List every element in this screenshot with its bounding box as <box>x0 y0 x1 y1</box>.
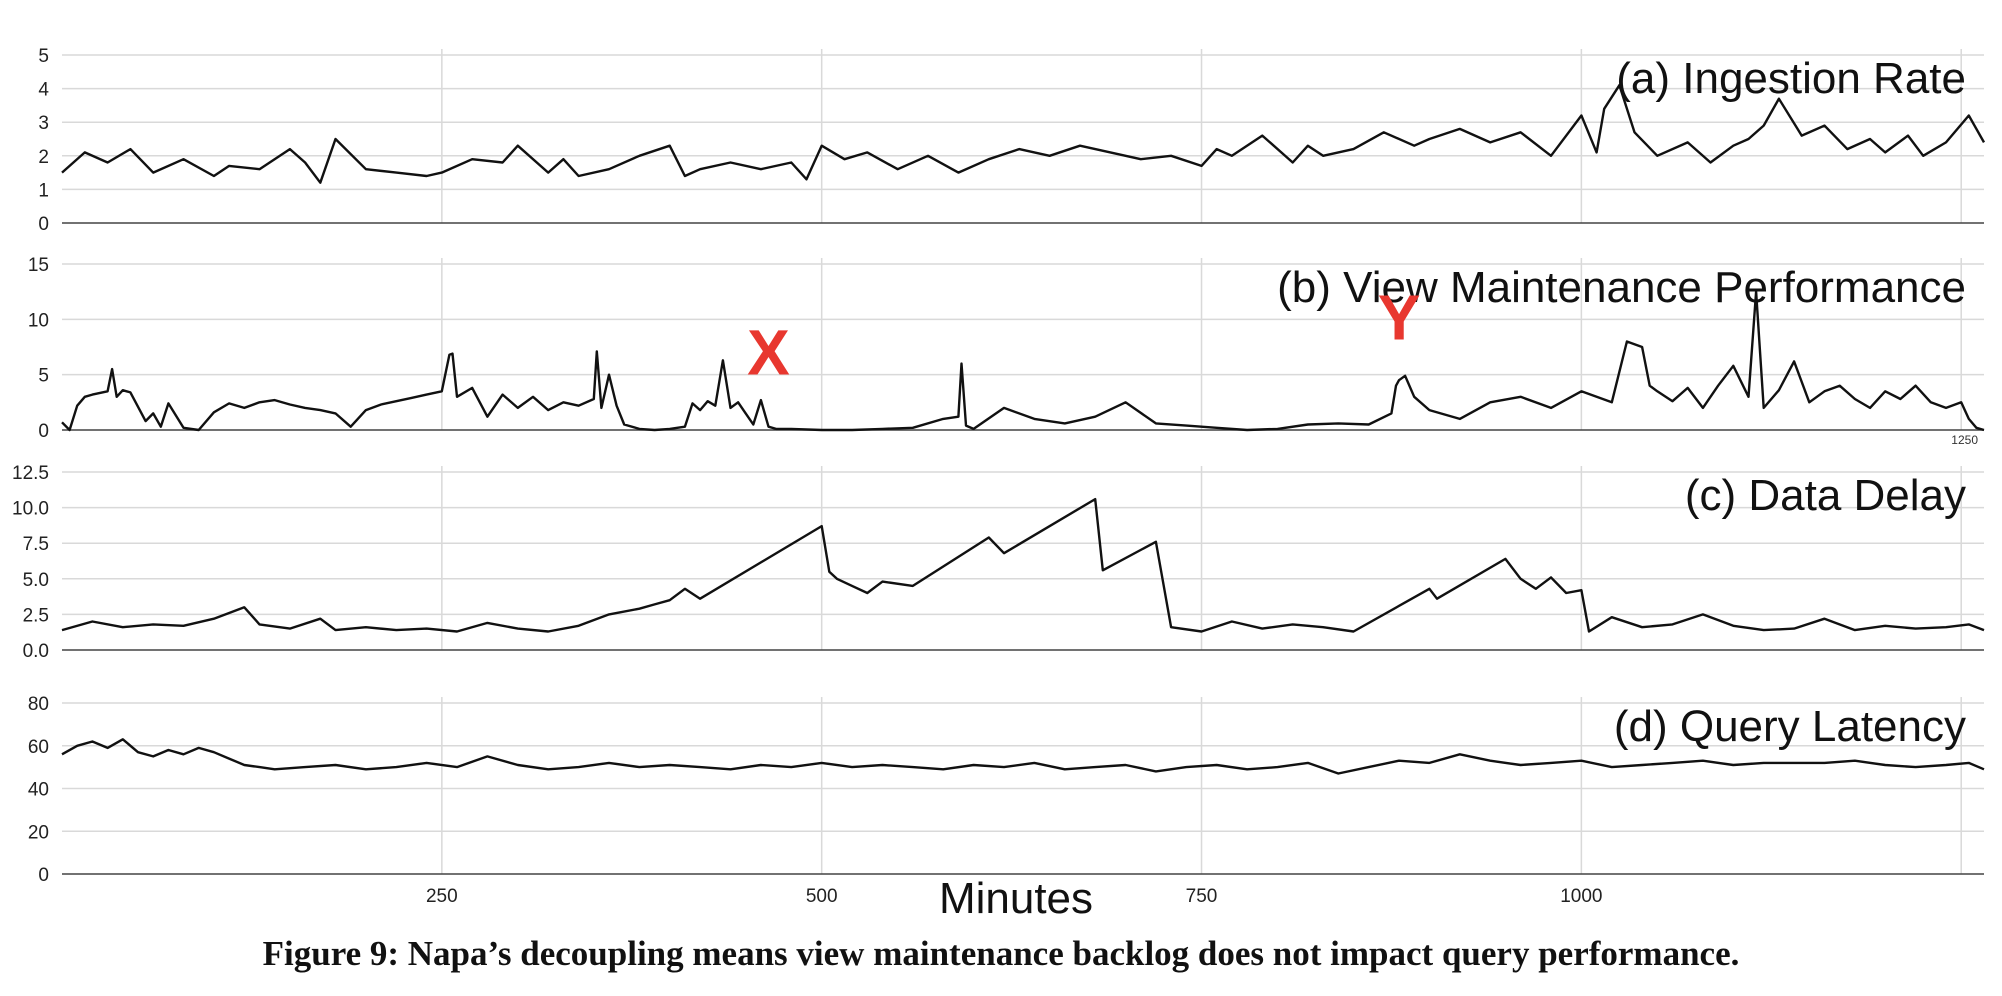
figure-caption: Figure 9: Napa’s decoupling means view m… <box>262 934 1740 973</box>
y-tick-label: 7.5 <box>23 534 49 555</box>
y-tick-label: 0 <box>38 421 49 442</box>
y-tick-label: 3 <box>38 113 49 134</box>
series-line <box>61 83 1986 184</box>
y-tick-label: 0 <box>38 865 49 886</box>
x-tick-label: 1000 <box>1560 886 1602 907</box>
corner-tick-label: 1250 <box>1951 433 1978 447</box>
y-tick-label: 5 <box>38 366 49 387</box>
panel-ingestion-rate: 0 1 2 3 4 5 (a) Ingestion Rate <box>38 46 1986 235</box>
y-tick-label: 5 <box>38 46 49 67</box>
x-axis-label: Minutes <box>939 874 1093 923</box>
x-axis: 250 500 750 1000 <box>426 886 1603 907</box>
x-tick-label: 750 <box>1186 886 1218 907</box>
y-tick-label: 20 <box>28 822 49 843</box>
panel-query-latency: 0 20 40 60 80 (d) Query Latency <box>28 694 1985 886</box>
y-tick-label: 10 <box>28 310 49 331</box>
x-tick-label: 500 <box>806 886 838 907</box>
y-tick-label: 0 <box>38 214 49 235</box>
panel-view-maintenance: 0 5 10 15 (b) View Maintenance Performance <box>28 255 1985 442</box>
series-line <box>61 738 1985 775</box>
y-tick-label: 2.5 <box>23 605 49 626</box>
y-tick-label: 2 <box>38 147 49 168</box>
y-tick-label: 1 <box>38 180 49 201</box>
panel-title: (a) Ingestion Rate <box>1616 54 1966 103</box>
panel-title: (d) Query Latency <box>1614 702 1966 751</box>
series-line <box>61 290 1985 432</box>
y-tick-label: 12.5 <box>12 463 49 484</box>
y-tick-label: 60 <box>28 737 49 758</box>
marker-x: X <box>747 317 790 389</box>
y-tick-label: 15 <box>28 255 49 276</box>
panel-title: (b) View Maintenance Performance <box>1277 263 1966 312</box>
marker-y: Y <box>1378 281 1421 353</box>
x-tick-label: 250 <box>426 886 458 907</box>
panel-title: (c) Data Delay <box>1685 471 1966 520</box>
y-tick-label: 80 <box>28 694 49 715</box>
y-tick-label: 5.0 <box>23 570 49 591</box>
y-tick-label: 4 <box>38 80 49 101</box>
y-tick-label: 10.0 <box>12 499 49 520</box>
y-tick-label: 0.0 <box>23 641 49 662</box>
series-line <box>61 497 1985 633</box>
panel-data-delay: 0.0 2.5 5.0 7.5 10.0 12.5 (c) Data Delay <box>12 463 1985 662</box>
y-tick-label: 40 <box>28 780 49 801</box>
